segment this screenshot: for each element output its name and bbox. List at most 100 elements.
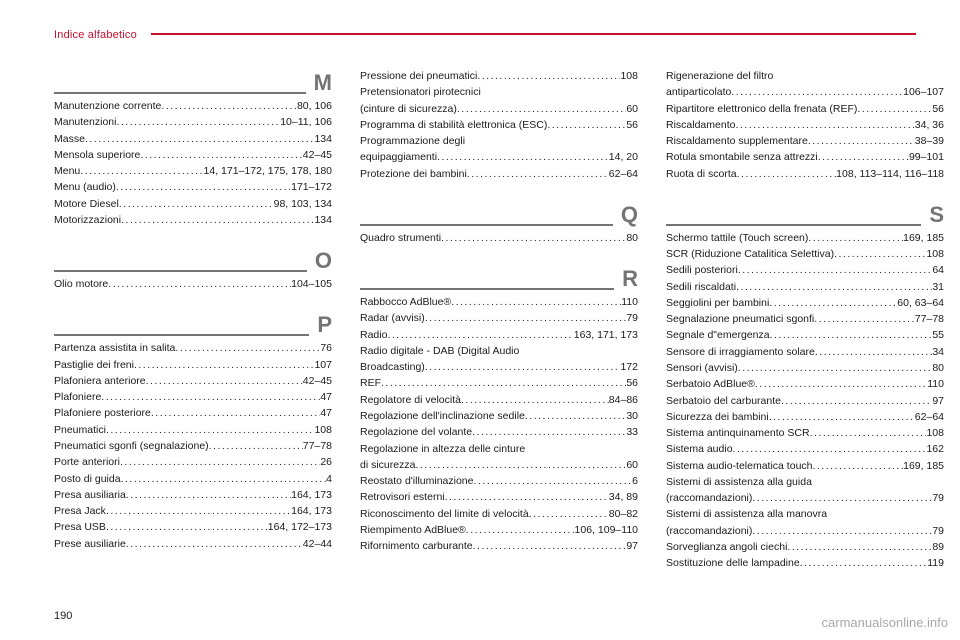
leader-dots: ........................................… — [466, 522, 575, 538]
entry-pages: 14, 171–172, 175, 178, 180 — [204, 163, 332, 179]
group-r-continued: Rigenerazione del filtro antiparticolato… — [666, 68, 944, 182]
leader-dots: ........................................… — [80, 163, 203, 179]
entry-pages: 97 — [626, 538, 638, 554]
entry-pages: 169, 185 — [903, 230, 944, 246]
entry-pages: 80–82 — [609, 506, 638, 522]
entry-label: (raccomandazioni) — [666, 490, 752, 506]
entry-label: Schermo tattile (Touch screen) — [666, 230, 808, 246]
entry-label: Quadro strumenti — [360, 230, 441, 246]
index-entry: Plafoniera anteriore....................… — [54, 373, 332, 389]
entry-label: Porte anteriori — [54, 454, 120, 470]
entry-label: Presa Jack — [54, 503, 106, 519]
index-entry: Regolazione dell'inclinazione sedile....… — [360, 408, 638, 424]
leader-dots: ........................................… — [737, 166, 837, 182]
entry-pages: 164, 173 — [291, 487, 332, 503]
leader-dots: ........................................… — [769, 295, 897, 311]
entry-label: Riscaldamento supplementare — [666, 133, 808, 149]
entry-label: Rifornimento carburante — [360, 538, 473, 554]
index-entry: Sicurezza dei bambini...................… — [666, 409, 944, 425]
index-entry: Pressione dei pneumatici................… — [360, 68, 638, 84]
entry-pages: 33 — [626, 424, 638, 440]
entry-pages: 108 — [926, 425, 944, 441]
group-heading: O — [54, 246, 332, 272]
index-entry: Programma di stabilità elettronica (ESC)… — [360, 117, 638, 133]
entry-label: Plafoniera anteriore — [54, 373, 146, 389]
index-entry: Riconoscimento del limite di velocità...… — [360, 506, 638, 522]
group-letter: R — [622, 268, 638, 290]
entry-pages: 104–105 — [291, 276, 332, 292]
index-entry: (cinture di sicurezza)..................… — [360, 101, 638, 117]
entry-label: Regolazione dell'inclinazione sedile — [360, 408, 525, 424]
index-entry: Sistema audio...........................… — [666, 441, 944, 457]
index-entry: Sedili posteriori.......................… — [666, 262, 944, 278]
leader-dots: ........................................… — [814, 311, 915, 327]
index-entry: Rifornimento carburante.................… — [360, 538, 638, 554]
index-entry: Schermo tattile (Touch screen)..........… — [666, 230, 944, 246]
group-heading: M — [54, 68, 332, 94]
entries: Quadro strumenti........................… — [360, 230, 638, 246]
group-heading: P — [54, 310, 332, 336]
entry-label: Segnale d"emergenza — [666, 327, 770, 343]
index-entry: Serbatoio del carburante................… — [666, 393, 944, 409]
entry-pages: 56 — [626, 117, 638, 133]
entry-label: Sistemi di assistenza alla guida — [666, 474, 812, 490]
leader-dots: ........................................… — [474, 473, 633, 489]
entry-label: Manutenzione corrente — [54, 98, 161, 114]
entry-pages: 56 — [626, 375, 638, 391]
leader-dots: ........................................… — [525, 408, 626, 424]
group-r: R Rabbocco AdBlue®......................… — [360, 264, 638, 554]
entry-label: Presa ausiliaria — [54, 487, 126, 503]
index-entry: Plafoniere..............................… — [54, 389, 332, 405]
entry-label: (raccomandazioni) — [666, 523, 752, 539]
leader-dots: ........................................… — [477, 68, 620, 84]
entry-label: Riempimento AdBlue® — [360, 522, 466, 538]
leader-dots: ........................................… — [101, 389, 320, 405]
entry-label: Seggiolini per bambini — [666, 295, 769, 311]
entry-label: Reostato d'illuminazione — [360, 473, 474, 489]
entry-pages: 4 — [326, 471, 332, 487]
entry-pages: 99–101 — [909, 149, 944, 165]
index-entry: Retrovisori esterni.....................… — [360, 489, 638, 505]
entry-label: di sicurezza — [360, 457, 415, 473]
index-entry: Presa ausiliaria........................… — [54, 487, 332, 503]
entry-label: Radio digitale - DAB (Digital Audio — [360, 343, 519, 359]
group-rule — [54, 270, 307, 272]
index-entry: Radar (avvisi)..........................… — [360, 310, 638, 326]
entry-label: Masse — [54, 131, 85, 147]
page-number: 190 — [54, 610, 72, 622]
leader-dots: ........................................… — [834, 246, 926, 262]
group-rule — [54, 92, 306, 94]
entry-pages: 76 — [320, 340, 332, 356]
entry-pages: 34 — [932, 344, 944, 360]
entry-pages: 89 — [932, 539, 944, 555]
entry-label: Menu (audio) — [54, 179, 116, 195]
entry-label: Pneumatici — [54, 422, 106, 438]
leader-dots: ........................................… — [736, 279, 932, 295]
entry-pages: 10–11, 106 — [280, 114, 332, 130]
entry-pages: 64 — [932, 262, 944, 278]
entry-label: Regolazione del volante — [360, 424, 472, 440]
index-entry: Radio digitale - DAB (Digital Audio — [360, 343, 638, 359]
leader-dots: ........................................… — [116, 114, 280, 130]
entry-label: Protezione dei bambini — [360, 166, 467, 182]
header-rule — [151, 33, 916, 35]
index-entry: Sistemi di assistenza alla guida — [666, 474, 944, 490]
leader-dots: ........................................… — [472, 424, 626, 440]
entry-label: REF — [360, 375, 381, 391]
group-q: Q Quadro strumenti......................… — [360, 200, 638, 246]
leader-dots: ........................................… — [445, 489, 609, 505]
entry-pages: 84–86 — [609, 392, 638, 408]
leader-dots: ........................................… — [755, 376, 927, 392]
index-entry: Presa Jack..............................… — [54, 503, 332, 519]
columns: M Manutenzione corrente.................… — [54, 68, 916, 589]
leader-dots: ........................................… — [116, 179, 291, 195]
leader-dots: ........................................… — [126, 536, 303, 552]
entry-pages: 134 — [314, 212, 332, 228]
entry-pages: 77–78 — [915, 311, 944, 327]
entry-label: Retrovisori esterni — [360, 489, 445, 505]
index-entry: Ruota di scorta.........................… — [666, 166, 944, 182]
entry-label: Prese ausiliarie — [54, 536, 126, 552]
entry-pages: 98, 103, 134 — [274, 196, 332, 212]
leader-dots: ........................................… — [818, 149, 909, 165]
entries: Pressione dei pneumatici................… — [360, 68, 638, 182]
